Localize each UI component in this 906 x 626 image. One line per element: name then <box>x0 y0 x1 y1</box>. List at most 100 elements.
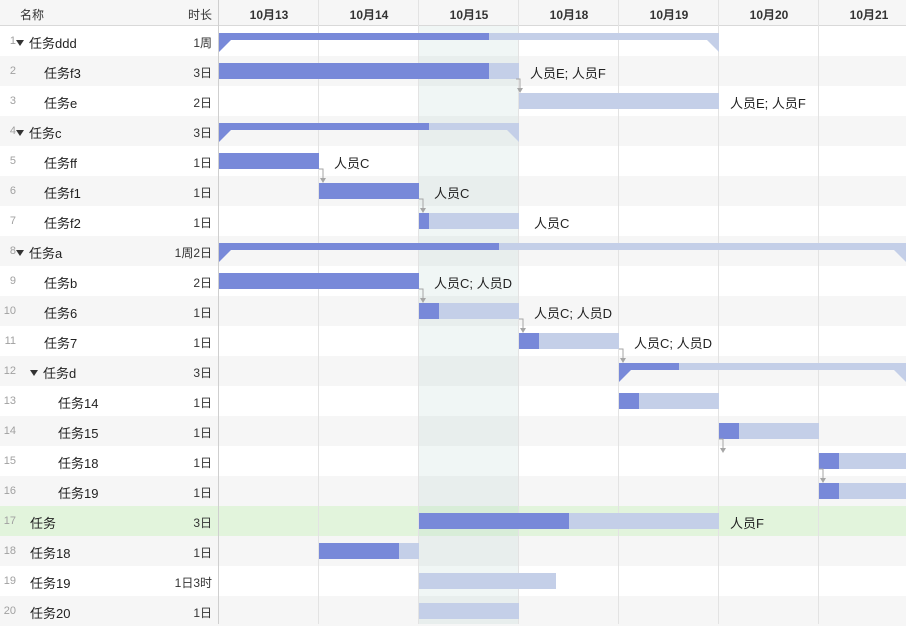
row-background <box>0 326 906 356</box>
task-duration[interactable]: 1日 <box>193 306 212 320</box>
day-header: 10月21 <box>849 8 889 22</box>
row-background <box>0 536 906 566</box>
task-name[interactable]: 任务6 <box>44 303 77 322</box>
row-background <box>0 86 906 116</box>
row-background <box>0 236 906 266</box>
task-name[interactable]: 任务f2 <box>44 213 81 232</box>
row-number: 9 <box>9 275 16 287</box>
resource-label: 人员F <box>730 516 764 531</box>
today-column <box>419 26 519 624</box>
task-name[interactable]: 任务19 <box>58 483 98 502</box>
row-number: 2 <box>9 65 16 77</box>
row-number: 11 <box>4 335 16 347</box>
task-name[interactable]: 任务c <box>16 123 62 142</box>
task-duration[interactable]: 1日 <box>193 606 212 620</box>
row-number: 19 <box>3 575 16 587</box>
task-name-label: 任务18 <box>58 456 99 471</box>
grid-splitter[interactable] <box>218 0 219 624</box>
task-duration[interactable]: 3日 <box>193 366 212 380</box>
resource-label: 人员C; 人员D <box>434 276 513 291</box>
day-header: 10月20 <box>749 8 789 22</box>
task-name[interactable]: 任务a <box>16 243 62 262</box>
task-name[interactable]: 任务b <box>44 273 77 292</box>
row-background <box>0 146 906 176</box>
resource-label: 人员C <box>434 186 470 201</box>
task-duration[interactable]: 3日 <box>193 126 212 140</box>
day-header: 10月14 <box>349 8 389 22</box>
day-separator <box>318 0 319 624</box>
row-number: 14 <box>3 425 16 437</box>
task-name[interactable]: 任务20 <box>30 603 70 622</box>
task-duration[interactable]: 1日 <box>193 216 212 230</box>
task-duration[interactable]: 1日 <box>193 396 212 410</box>
collapse-triangle-icon[interactable] <box>16 250 24 256</box>
row-number: 5 <box>9 155 16 167</box>
task-name[interactable]: 任务f1 <box>44 183 81 202</box>
resource-label: 人员C <box>534 216 570 231</box>
row-background <box>0 26 906 56</box>
task-name[interactable]: 任务15 <box>58 423 98 442</box>
task-name[interactable]: 任务18 <box>30 543 70 562</box>
task-duration[interactable]: 2日 <box>193 276 212 290</box>
task-name-label: 任务ddd <box>29 36 77 51</box>
row-number: 18 <box>3 545 16 557</box>
task-duration[interactable]: 1周 <box>193 36 212 50</box>
task-duration[interactable]: 1日 <box>193 546 212 560</box>
task-name-label: 任务19 <box>30 576 71 591</box>
day-separator <box>618 0 619 624</box>
row-background <box>0 476 906 506</box>
collapse-triangle-icon[interactable] <box>16 130 24 136</box>
row-number: 17 <box>3 515 16 527</box>
task-duration[interactable]: 3日 <box>193 66 212 80</box>
row-number: 12 <box>3 365 16 377</box>
task-name[interactable]: 任务18 <box>58 453 98 472</box>
resource-label: 人员E; 人员F <box>730 96 806 111</box>
task-duration[interactable]: 1日 <box>193 456 212 470</box>
task-name[interactable]: 任务19 <box>30 573 70 592</box>
task-name-label: 任务20 <box>30 606 71 621</box>
resource-label: 人员C <box>334 156 370 171</box>
task-duration[interactable]: 1日3时 <box>174 576 212 590</box>
task-name[interactable]: 任务ff <box>44 153 77 172</box>
column-header-duration[interactable]: 时长 <box>188 8 213 22</box>
task-name[interactable]: 任务f3 <box>44 63 81 82</box>
row-number: 10 <box>3 305 16 317</box>
resource-label: 人员C; 人员D <box>534 306 613 321</box>
collapse-triangle-icon[interactable] <box>30 370 38 376</box>
task-name[interactable]: 任务d <box>30 363 76 382</box>
row-number: 7 <box>9 215 16 227</box>
task-name[interactable]: 任务14 <box>58 393 98 412</box>
row-number: 20 <box>3 605 16 617</box>
task-name-label: 任务f2 <box>44 216 81 231</box>
collapse-triangle-icon[interactable] <box>16 40 24 46</box>
task-duration[interactable]: 1日 <box>193 336 212 350</box>
task-name[interactable]: 任务e <box>44 93 77 112</box>
task-duration[interactable]: 1日 <box>193 186 212 200</box>
row-number: 15 <box>3 455 16 467</box>
task-name[interactable]: 任务ddd <box>16 33 77 52</box>
task-name-label: 任务ff <box>44 156 77 171</box>
row-background <box>0 386 906 416</box>
resource-label: 人员E; 人员F <box>530 66 606 81</box>
task-name-label: 任务b <box>44 276 78 291</box>
task-name-label: 任务14 <box>58 396 99 411</box>
task-duration[interactable]: 2日 <box>193 96 212 110</box>
task-name-label: 任务c <box>29 126 62 141</box>
task-name-label: 任务a <box>29 246 63 261</box>
day-separator <box>418 0 419 624</box>
row-number: 6 <box>9 185 16 197</box>
row-background <box>0 356 906 386</box>
task-name[interactable]: 任务7 <box>44 333 77 352</box>
task-name-label: 任务 <box>30 516 57 531</box>
column-header-name[interactable]: 名称 <box>20 8 45 22</box>
task-name-label: 任务7 <box>44 336 78 351</box>
task-duration[interactable]: 3日 <box>193 516 212 530</box>
task-name[interactable]: 任务 <box>30 513 56 532</box>
task-name-label: 任务19 <box>58 486 99 501</box>
task-duration[interactable]: 1日 <box>193 426 212 440</box>
task-duration[interactable]: 1日 <box>193 156 212 170</box>
task-duration[interactable]: 1周2日 <box>174 246 212 260</box>
task-name-label: 任务18 <box>30 546 71 561</box>
day-header: 10月18 <box>549 8 589 22</box>
task-duration[interactable]: 1日 <box>193 486 212 500</box>
